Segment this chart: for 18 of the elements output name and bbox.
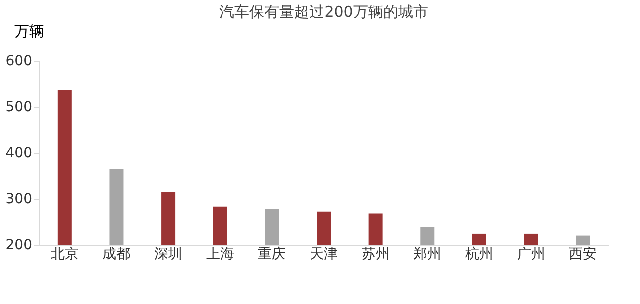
y-tick-label: 300: [6, 192, 32, 208]
x-tick-label: 西安: [569, 246, 598, 262]
y-tick-label: 400: [6, 146, 32, 162]
y-axis-title: 万辆: [14, 22, 44, 40]
x-tick-label: 成都: [102, 246, 131, 262]
y-tick-label: 600: [6, 54, 32, 70]
x-tick-label: 苏州: [362, 246, 390, 262]
x-tick-label: 广州: [517, 246, 546, 262]
chart-title: 汽车保有量超过200万辆的城市: [220, 3, 428, 21]
x-tick-label: 北京: [50, 246, 79, 262]
y-tick-label: 500: [6, 100, 32, 116]
y-tick-label: 200: [6, 238, 32, 254]
x-tick-label: 深圳: [154, 246, 183, 262]
x-tick-label: 郑州: [414, 246, 442, 262]
x-tick-label: 重庆: [258, 246, 286, 262]
x-tick-label: 上海: [206, 246, 234, 262]
x-tick-label: 杭州: [464, 246, 494, 262]
x-tick-label: 天津: [310, 246, 338, 262]
